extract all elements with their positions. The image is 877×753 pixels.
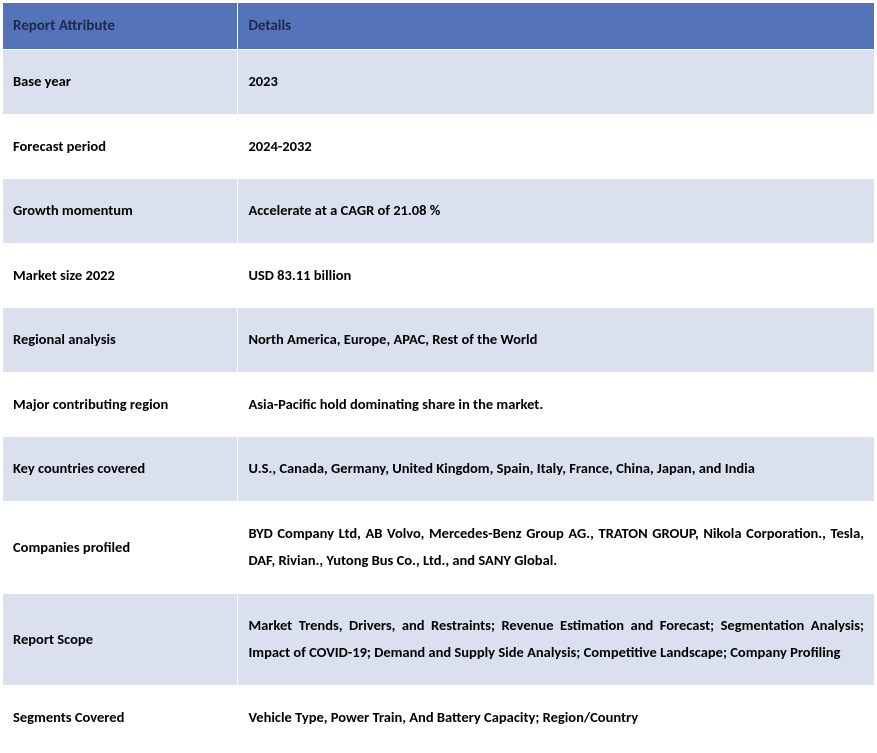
table-header-row: Report Attribute Details bbox=[3, 3, 875, 50]
report-attributes-table: Report Attribute Details Base year 2023 … bbox=[2, 2, 875, 751]
table-row: Market size 2022 USD 83.11 billion bbox=[3, 243, 875, 308]
detail-cell: BYD Company Ltd, AB Volvo, Mercedes-Benz… bbox=[238, 501, 875, 593]
detail-cell: USD 83.11 billion bbox=[238, 243, 875, 308]
attr-cell: Market size 2022 bbox=[3, 243, 238, 308]
table-body: Base year 2023 Forecast period 2024-2032… bbox=[3, 50, 875, 751]
attr-cell: Forecast period bbox=[3, 114, 238, 179]
attr-cell: Segments Covered bbox=[3, 686, 238, 751]
attr-cell: Key countries covered bbox=[3, 437, 238, 502]
table-row: Forecast period 2024-2032 bbox=[3, 114, 875, 179]
table-row: Report Scope Market Trends, Drivers, and… bbox=[3, 593, 875, 685]
report-table-container: Report Attribute Details Base year 2023 … bbox=[2, 2, 875, 751]
detail-cell: U.S., Canada, Germany, United Kingdom, S… bbox=[238, 437, 875, 502]
detail-cell: 2023 bbox=[238, 50, 875, 115]
attr-cell: Growth momentum bbox=[3, 179, 238, 244]
detail-cell: Vehicle Type, Power Train, And Battery C… bbox=[238, 686, 875, 751]
attr-cell: Base year bbox=[3, 50, 238, 115]
table-row: Major contributing region Asia-Pacific h… bbox=[3, 372, 875, 437]
detail-cell: Asia-Pacific hold dominating share in th… bbox=[238, 372, 875, 437]
table-row: Base year 2023 bbox=[3, 50, 875, 115]
attr-cell: Companies profiled bbox=[3, 501, 238, 593]
attr-cell: Regional analysis bbox=[3, 308, 238, 373]
table-row: Companies profiled BYD Company Ltd, AB V… bbox=[3, 501, 875, 593]
attr-cell: Report Scope bbox=[3, 593, 238, 685]
table-row: Regional analysis North America, Europe,… bbox=[3, 308, 875, 373]
detail-cell: Market Trends, Drivers, and Restraints; … bbox=[238, 593, 875, 685]
detail-cell: North America, Europe, APAC, Rest of the… bbox=[238, 308, 875, 373]
table-row: Key countries covered U.S., Canada, Germ… bbox=[3, 437, 875, 502]
detail-cell: 2024-2032 bbox=[238, 114, 875, 179]
header-details: Details bbox=[238, 3, 875, 50]
header-attribute: Report Attribute bbox=[3, 3, 238, 50]
detail-cell: Accelerate at a CAGR of 21.08 % bbox=[238, 179, 875, 244]
attr-cell: Major contributing region bbox=[3, 372, 238, 437]
table-row: Growth momentum Accelerate at a CAGR of … bbox=[3, 179, 875, 244]
table-row: Segments Covered Vehicle Type, Power Tra… bbox=[3, 686, 875, 751]
